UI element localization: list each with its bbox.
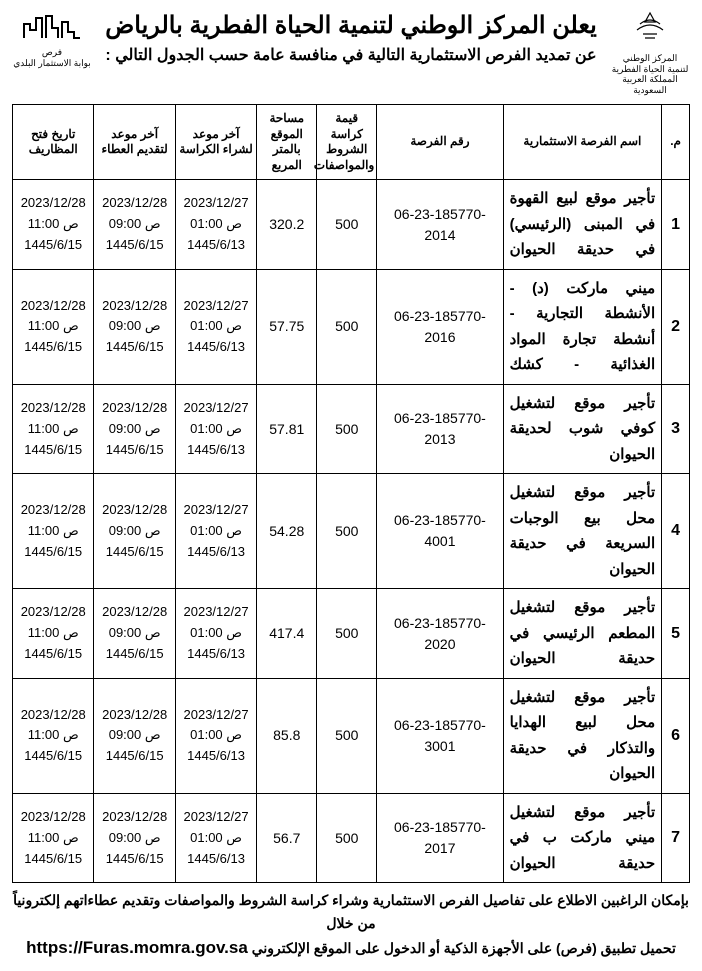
title-block: يعلن المركز الوطني لتنمية الحياة الفطرية… (100, 10, 602, 68)
logo-left: فرصبوابة الاستثمار البلدي (12, 10, 92, 68)
cell-offer: 2023/12/2809:00 ص1445/6/15 (94, 678, 175, 793)
table-header-row: م. اسم الفرصة الاستثمارية رقم الفرصة قيم… (13, 104, 690, 179)
th-num: م. (662, 104, 690, 179)
cell-buy: 2023/12/2701:00 ص1445/6/13 (175, 793, 256, 883)
logo-right: المركز الوطنيلتنمية الحياة الفطريةالمملك… (610, 10, 690, 96)
table-row: 1تأجير موقع لبيع القهوة في المبنى (الرئي… (13, 180, 690, 270)
cell-open: 2023/12/2811:00 ص1445/6/15 (13, 678, 94, 793)
cell-buy: 2023/12/2701:00 ص1445/6/13 (175, 474, 256, 589)
cell-area: 54.28 (257, 474, 317, 589)
th-name: اسم الفرصة الاستثمارية (503, 104, 662, 179)
cell-open: 2023/12/2811:00 ص1445/6/15 (13, 384, 94, 474)
th-buy: آخر موعد لشراء الكراسة (175, 104, 256, 179)
cell-name: تأجير موقع لتشغيل ميني ماركت ب في حديقة … (503, 793, 662, 883)
cell-price: 500 (317, 384, 377, 474)
table-row: 3تأجير موقع لتشغيل كوفي شوب لحديقة الحيو… (13, 384, 690, 474)
logo-right-caption: المركز الوطنيلتنمية الحياة الفطريةالمملك… (610, 53, 690, 96)
cell-area: 57.81 (257, 384, 317, 474)
cell-num: 5 (662, 589, 690, 679)
cell-offer: 2023/12/2809:00 ص1445/6/15 (94, 384, 175, 474)
cell-opp: 06-23-185770-2020 (377, 589, 503, 679)
cell-buy: 2023/12/2701:00 ص1445/6/13 (175, 384, 256, 474)
table-row: 4تأجير موقع لتشغيل محل بيع الوجبات السري… (13, 474, 690, 589)
cell-area: 320.2 (257, 180, 317, 270)
cell-open: 2023/12/2811:00 ص1445/6/15 (13, 180, 94, 270)
cell-name: ميني ماركت (د) - الأنشطة التجارية - أنشط… (503, 269, 662, 384)
main-title: يعلن المركز الوطني لتنمية الحياة الفطرية… (100, 10, 602, 41)
cell-offer: 2023/12/2809:00 ص1445/6/15 (94, 589, 175, 679)
cell-open: 2023/12/2811:00 ص1445/6/15 (13, 793, 94, 883)
cell-open: 2023/12/2811:00 ص1445/6/15 (13, 269, 94, 384)
cell-name: تأجير موقع لتشغيل محل لبيع الهدايا والتذ… (503, 678, 662, 793)
cell-price: 500 (317, 589, 377, 679)
th-offer: آخر موعد لتقديم العطاء (94, 104, 175, 179)
cell-num: 6 (662, 678, 690, 793)
table-row: 6تأجير موقع لتشغيل محل لبيع الهدايا والت… (13, 678, 690, 793)
emblem-icon (625, 10, 675, 48)
cell-price: 500 (317, 678, 377, 793)
table-row: 7تأجير موقع لتشغيل ميني ماركت ب في حديقة… (13, 793, 690, 883)
cell-opp: 06-23-185770-3001 (377, 678, 503, 793)
cell-price: 500 (317, 180, 377, 270)
logo-left-caption: فرصبوابة الاستثمار البلدي (12, 47, 92, 69)
cell-name: تأجير موقع لتشغيل كوفي شوب لحديقة الحيوا… (503, 384, 662, 474)
cell-open: 2023/12/2811:00 ص1445/6/15 (13, 474, 94, 589)
cell-num: 1 (662, 180, 690, 270)
cell-name: تأجير موقع لتشغيل المطعم الرئيسي في حديق… (503, 589, 662, 679)
cell-opp: 06-23-185770-2017 (377, 793, 503, 883)
table-row: 5تأجير موقع لتشغيل المطعم الرئيسي في حدي… (13, 589, 690, 679)
opportunities-table: م. اسم الفرصة الاستثمارية رقم الفرصة قيم… (12, 104, 690, 883)
cell-opp: 06-23-185770-2014 (377, 180, 503, 270)
cell-area: 85.8 (257, 678, 317, 793)
cell-area: 56.7 (257, 793, 317, 883)
footer-line2-text: تحميل تطبيق (فرص) على الأجهزة الذكية أو … (248, 940, 676, 956)
cell-opp: 06-23-185770-4001 (377, 474, 503, 589)
cell-open: 2023/12/2811:00 ص1445/6/15 (13, 589, 94, 679)
cell-price: 500 (317, 793, 377, 883)
cell-name: تأجير موقع لتشغيل محل بيع الوجبات السريع… (503, 474, 662, 589)
cell-num: 3 (662, 384, 690, 474)
footer-line2: تحميل تطبيق (فرص) على الأجهزة الذكية أو … (12, 934, 690, 961)
cell-num: 4 (662, 474, 690, 589)
furas-icon (22, 10, 82, 42)
cell-num: 2 (662, 269, 690, 384)
cell-opp: 06-23-185770-2016 (377, 269, 503, 384)
footer-url[interactable]: https://Furas.momra.gov.sa (26, 934, 248, 961)
cell-num: 7 (662, 793, 690, 883)
sub-title: عن تمديد الفرص الاستثمارية التالية في من… (100, 45, 602, 67)
th-price: قيمة كراسة الشروط والمواصفات (317, 104, 377, 179)
cell-area: 417.4 (257, 589, 317, 679)
cell-area: 57.75 (257, 269, 317, 384)
cell-buy: 2023/12/2701:00 ص1445/6/13 (175, 269, 256, 384)
cell-buy: 2023/12/2701:00 ص1445/6/13 (175, 678, 256, 793)
cell-price: 500 (317, 269, 377, 384)
cell-opp: 06-23-185770-2013 (377, 384, 503, 474)
th-opp: رقم الفرصة (377, 104, 503, 179)
cell-offer: 2023/12/2809:00 ص1445/6/15 (94, 793, 175, 883)
table-row: 2ميني ماركت (د) - الأنشطة التجارية - أنش… (13, 269, 690, 384)
cell-offer: 2023/12/2809:00 ص1445/6/15 (94, 269, 175, 384)
cell-name: تأجير موقع لبيع القهوة في المبنى (الرئيس… (503, 180, 662, 270)
cell-buy: 2023/12/2701:00 ص1445/6/13 (175, 589, 256, 679)
th-open: تاريخ فتح المظاريف (13, 104, 94, 179)
footer-line1: بإمكان الراغبين الاطلاع على تفاصيل الفرص… (12, 889, 690, 934)
header: المركز الوطنيلتنمية الحياة الفطريةالمملك… (12, 10, 690, 96)
footer: بإمكان الراغبين الاطلاع على تفاصيل الفرص… (12, 889, 690, 961)
cell-offer: 2023/12/2809:00 ص1445/6/15 (94, 180, 175, 270)
th-area: مساحة الموقع بالمتر المربع (257, 104, 317, 179)
cell-offer: 2023/12/2809:00 ص1445/6/15 (94, 474, 175, 589)
cell-buy: 2023/12/2701:00 ص1445/6/13 (175, 180, 256, 270)
cell-price: 500 (317, 474, 377, 589)
